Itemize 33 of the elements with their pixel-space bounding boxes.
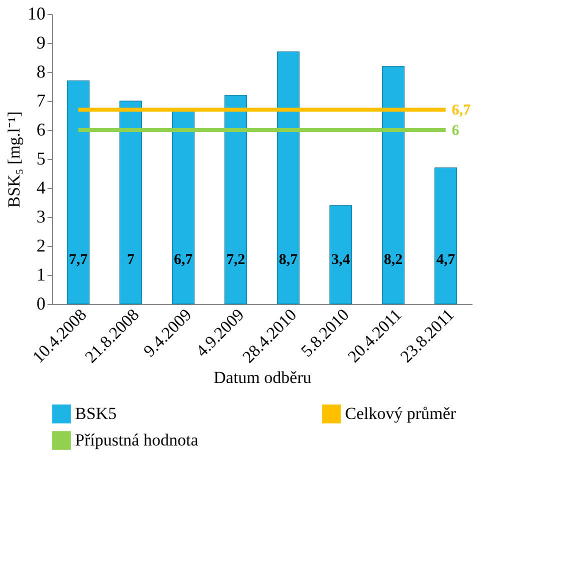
- y-axis-title: BSK₅ [mg.l⁻¹]: [4, 111, 24, 208]
- y-tick-label: 1: [36, 264, 46, 284]
- y-tick-label: 7: [36, 90, 46, 110]
- y-tick-label: 0: [36, 294, 46, 314]
- legend-label: Přípustná hodnota: [75, 430, 199, 450]
- data-label: 7,2: [226, 252, 246, 268]
- y-tick-label: 6: [36, 120, 46, 140]
- x-axis-title: Datum odběru: [214, 368, 312, 387]
- data-label: 4,7: [436, 252, 456, 268]
- data-label: 8,7: [278, 252, 298, 268]
- y-tick-label: 9: [36, 32, 46, 52]
- legend-label: Celkový průměr: [345, 404, 456, 423]
- bar: [382, 66, 404, 304]
- data-label: 7,7: [68, 252, 88, 268]
- bar: [120, 100, 142, 304]
- legend-label: BSK5: [75, 404, 117, 423]
- y-tick-label: 4: [36, 178, 46, 198]
- y-tick-label: 2: [36, 236, 46, 256]
- bar: [277, 51, 300, 304]
- bar: [330, 205, 352, 304]
- data-label: 6,7: [452, 102, 471, 119]
- data-label: 7: [127, 252, 135, 268]
- bar: [224, 94, 247, 304]
- bar: [67, 80, 90, 304]
- y-tick-label: 3: [36, 206, 46, 226]
- y-tick-label: 5: [36, 148, 46, 168]
- bar: [434, 167, 457, 304]
- data-label: 8,2: [384, 252, 403, 268]
- data-label: 3,4: [331, 252, 351, 268]
- data-label: 6: [452, 123, 460, 139]
- data-label: 6,7: [174, 252, 194, 268]
- y-tick-label: 10: [28, 4, 46, 24]
- y-tick-label: 8: [36, 62, 46, 82]
